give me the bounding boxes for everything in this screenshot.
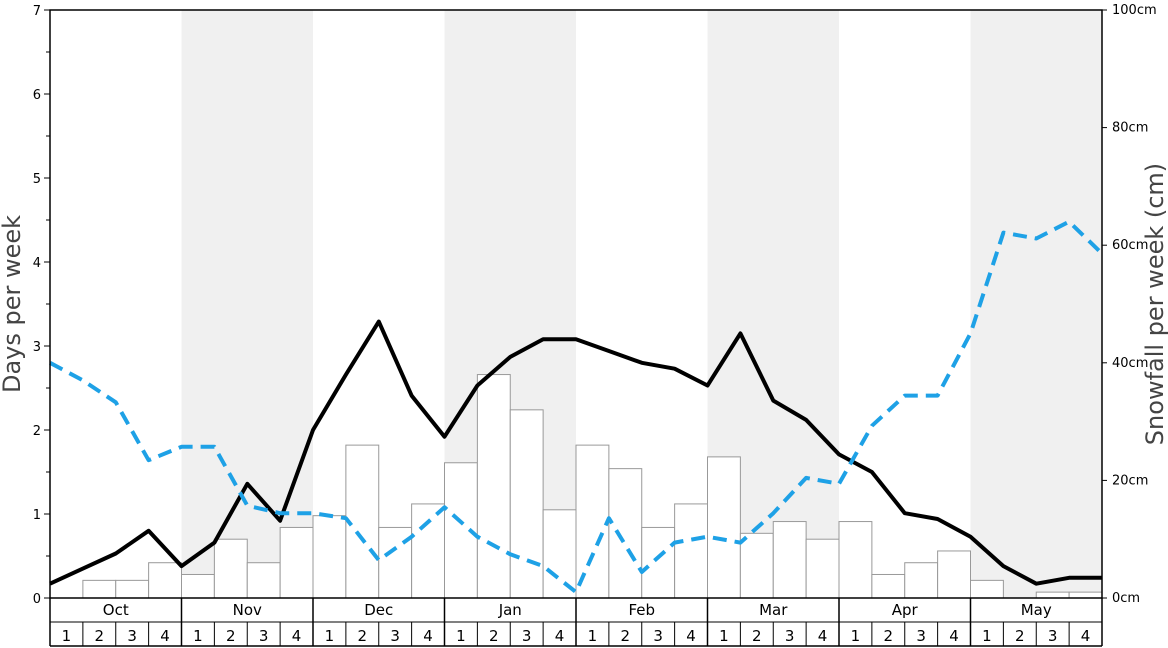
week-label: 2 <box>752 627 762 645</box>
month-shading <box>181 10 1102 598</box>
week-label: 2 <box>489 627 499 645</box>
week-label: 3 <box>390 627 400 645</box>
week-label: 1 <box>325 627 335 645</box>
snowfall-bar <box>871 573 906 599</box>
week-label: 1 <box>193 627 203 645</box>
week-label: 2 <box>358 627 368 645</box>
left-tick-label: 4 <box>33 256 41 271</box>
month-label-apr: Apr <box>892 601 919 619</box>
week-label: 1 <box>982 627 992 645</box>
week-label: 1 <box>851 627 861 645</box>
snowfall-bar <box>82 579 117 599</box>
week-label: 4 <box>1081 627 1091 645</box>
snowfall-bar <box>181 573 215 599</box>
snowfall-bar <box>970 579 1004 599</box>
right-tick-label: 60cm <box>1112 238 1148 253</box>
snowfall-bar <box>509 409 544 599</box>
solid-series-line <box>49 319 1102 586</box>
month-label-oct: Oct <box>103 601 129 619</box>
week-label: 4 <box>160 627 170 645</box>
week-label: 4 <box>423 627 433 645</box>
week-label: 3 <box>522 627 532 645</box>
week-label: 3 <box>916 627 926 645</box>
snowfall-bar <box>279 526 314 599</box>
week-label: 2 <box>226 627 236 645</box>
left-tick-label: 3 <box>33 340 41 355</box>
week-label: 3 <box>653 627 663 645</box>
right-axis: 0cm 20cm 40cm 60cm 80cm 100cm <box>1102 3 1157 606</box>
week-label: 4 <box>818 627 828 645</box>
snowfall-bar <box>542 509 577 599</box>
snowfall-bar <box>838 521 873 599</box>
dashed-series-line <box>49 219 1104 595</box>
week-label: 1 <box>588 627 598 645</box>
week-label: 3 <box>127 627 137 645</box>
week-label: 4 <box>949 627 959 645</box>
week-label: 2 <box>621 627 631 645</box>
week-label: 4 <box>686 627 696 645</box>
snowfall-bar <box>1035 591 1070 599</box>
snowfall-bar <box>707 456 741 599</box>
week-label: 3 <box>1048 627 1058 645</box>
week-label: 1 <box>62 627 72 645</box>
snowfall-bar <box>904 562 939 599</box>
month-shade-may <box>970 10 1102 598</box>
snowfall-bar <box>575 444 610 599</box>
week-label: 1 <box>456 627 466 645</box>
left-tick-label: 0 <box>33 592 41 607</box>
week-label: 3 <box>259 627 269 645</box>
right-axis-title: Snowfall per week (cm) <box>1141 163 1168 445</box>
snowfall-bar <box>312 515 347 599</box>
month-label-mar: Mar <box>759 601 788 619</box>
left-tick-label: 6 <box>33 88 41 103</box>
week-label: 3 <box>785 627 795 645</box>
left-axis-title: Days per week <box>0 215 26 393</box>
snowfall-bar <box>641 526 676 599</box>
right-tick-label: 20cm <box>1112 473 1148 488</box>
week-label: 2 <box>884 627 894 645</box>
month-axis: Oct Nov Dec Jan Feb Mar Apr May 1 2 3 4 1 2 3 4 1 2 3 4 1 2 3 4… <box>49 598 1103 647</box>
left-tick-label: 7 <box>33 4 41 19</box>
right-tick-label: 40cm <box>1112 356 1148 371</box>
snowfall-bar <box>115 579 150 599</box>
snowfall-bar <box>772 521 807 599</box>
snowfall-bar <box>411 503 445 599</box>
snowfall-bar <box>1068 591 1103 599</box>
left-tick-label: 2 <box>33 424 41 439</box>
month-label-may: May <box>1021 601 1052 619</box>
month-label-dec: Dec <box>364 601 393 619</box>
right-tick-label: 100cm <box>1112 3 1157 18</box>
left-axis: 0 1 2 3 4 5 6 7 <box>33 4 50 607</box>
day-lines <box>49 219 1104 595</box>
snowfall-bar <box>476 374 511 599</box>
month-shade-nov <box>181 10 313 598</box>
week-label: 2 <box>1015 627 1025 645</box>
month-label-feb: Feb <box>628 601 655 619</box>
snowfall-bar <box>739 532 774 599</box>
snowfall-bar <box>148 562 182 599</box>
snowfall-bar <box>674 503 708 599</box>
snowfall-bar <box>246 562 281 599</box>
month-label-nov: Nov <box>233 601 262 619</box>
snowfall-bar <box>608 468 643 599</box>
week-label: 4 <box>555 627 565 645</box>
snowfall-bar <box>937 550 971 599</box>
week-label: 2 <box>95 627 105 645</box>
snowfall-bars <box>82 374 1103 599</box>
right-tick-label: 0cm <box>1112 591 1140 606</box>
week-label: 4 <box>292 627 302 645</box>
left-tick-label: 1 <box>33 508 41 523</box>
snowfall-bar <box>805 538 840 599</box>
snowfall-bar <box>213 538 248 599</box>
left-tick-label: 5 <box>33 172 41 187</box>
week-label: 1 <box>719 627 729 645</box>
month-label-jan: Jan <box>498 601 522 619</box>
right-tick-label: 80cm <box>1112 121 1148 136</box>
